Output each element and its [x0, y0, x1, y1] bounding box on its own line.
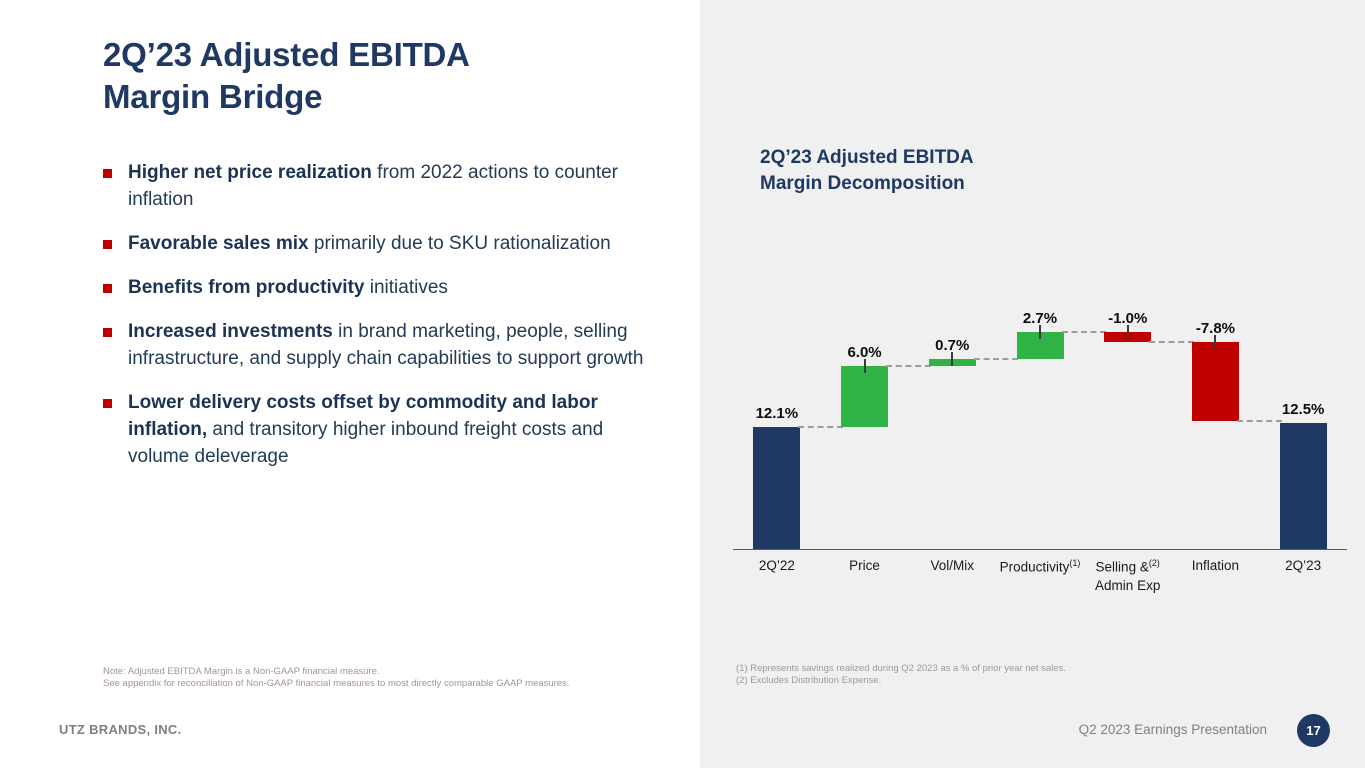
footer-company-name: UTZ BRANDS, INC.	[59, 722, 182, 737]
bar-value-label: 2.7%	[1022, 310, 1058, 327]
bar-tick-icon	[951, 352, 954, 367]
connector-dashed-line	[973, 358, 1019, 361]
bullet-square-icon	[103, 327, 112, 337]
waterfall-bar-decrease	[1191, 342, 1239, 421]
bullet-text: Favorable sales mix primarily due to SKU…	[128, 232, 611, 254]
page-title: 2Q’23 Adjusted EBITDA Margin Bridge	[103, 34, 663, 118]
page-title-line2: Margin Bridge	[103, 78, 323, 116]
bullet-item: Higher net price realization from 2022 a…	[103, 160, 655, 214]
category-label: Selling &(2) Admin Exp	[1095, 558, 1161, 593]
category-label: Inflation	[1191, 558, 1240, 573]
page-title-line1: 2Q’23 Adjusted EBITDA	[103, 36, 470, 73]
bullet-item: Increased investments in brand marketing…	[103, 319, 655, 373]
waterfall-bar-total	[753, 426, 801, 549]
category-label: 2Q’23	[1285, 558, 1322, 573]
category-label: Productivity(1)	[999, 558, 1081, 575]
connector-dashed-line	[1061, 331, 1107, 333]
non-gaap-note-line2: See appendix for reconciliation of Non-G…	[103, 677, 570, 689]
waterfall-bar-increase	[841, 366, 889, 427]
category-label: Price	[849, 558, 880, 573]
category-superscript: (2)	[1148, 558, 1160, 568]
page-number-badge: 17	[1297, 714, 1330, 747]
waterfall-bar-total	[1279, 422, 1327, 549]
chart-title-line1: 2Q’23 Adjusted EBITDA	[760, 147, 974, 168]
bullet-square-icon	[103, 169, 112, 178]
non-gaap-note-line1: Note: Adjusted EBITDA Margin is a Non-GA…	[103, 666, 380, 677]
connector-dashed-line	[1149, 341, 1194, 344]
bullet-text: Lower delivery costs offset by commodity…	[128, 391, 604, 467]
bar-value-label: 12.1%	[755, 404, 799, 422]
bar-tick-icon	[1039, 325, 1041, 339]
bar-value-label: -7.8%	[1195, 320, 1236, 338]
chart-footnote-1: (1) Represents savings realized during Q…	[736, 663, 1067, 674]
footer-presentation-title: Q2 2023 Earnings Presentation	[1078, 722, 1267, 737]
bullet-item: Benefits from productivity initiatives	[103, 275, 655, 302]
bullet-list: Higher net price realization from 2022 a…	[103, 160, 655, 488]
connector-dashed-line	[1236, 419, 1282, 422]
chart-footnote-2: (2) Excludes Distribution Expense.	[736, 675, 882, 687]
right-panel: 2Q’23 Adjusted EBITDA Margin Decompositio…	[700, 0, 1365, 768]
bullet-text: Benefits from productivity initiatives	[128, 276, 448, 298]
chart-footnotes: (1) Represents savings realized during Q…	[736, 663, 1066, 688]
chart-title: 2Q’23 Adjusted EBITDA Margin Decompositio…	[760, 145, 974, 196]
bullet-item: Favorable sales mix primarily due to SKU…	[103, 231, 655, 258]
chart-title-line2: Margin Decomposition	[760, 172, 965, 194]
category-label: 2Q’22	[758, 558, 795, 573]
bar-tick-icon	[863, 359, 866, 374]
bar-value-label: -1.0%	[1108, 310, 1148, 327]
bullet-square-icon	[103, 283, 112, 293]
connector-dashed-line	[886, 365, 931, 368]
bar-value-label: 6.0%	[847, 344, 882, 362]
bar-value-label: 0.7%	[935, 337, 970, 355]
bullet-square-icon	[103, 398, 112, 408]
connector-dashed-line	[798, 425, 844, 428]
bullet-square-icon	[103, 239, 112, 249]
left-panel: 2Q’23 Adjusted EBITDA Margin Bridge Highe…	[59, 34, 663, 737]
bar-tick-icon	[1126, 325, 1129, 339]
bullet-text: Higher net price realization from 2022 a…	[128, 162, 618, 210]
bar-value-label: 12.5%	[1281, 400, 1325, 418]
waterfall-plot-area: 12.1% 6.0% 0.7% 2.7% -1.0% -7.8% 12.5%	[733, 298, 1347, 550]
bullet-item: Lower delivery costs offset by commodity…	[103, 390, 655, 471]
waterfall-category-axis: 2Q’22 Price Vol/Mix Productivity(1) Selling …	[733, 557, 1347, 605]
bullet-text: Increased investments in brand marketing…	[128, 320, 644, 369]
non-gaap-note: Note: Adjusted EBITDA Margin is a Non-GA…	[103, 666, 569, 690]
category-superscript: (1)	[1069, 558, 1081, 568]
waterfall-chart: 12.1% 6.0% 0.7% 2.7% -1.0% -7.8% 12.5% 2Q’22 Pr…	[733, 298, 1347, 605]
category-label: Vol/Mix	[930, 558, 975, 573]
bar-tick-icon	[1214, 335, 1217, 350]
